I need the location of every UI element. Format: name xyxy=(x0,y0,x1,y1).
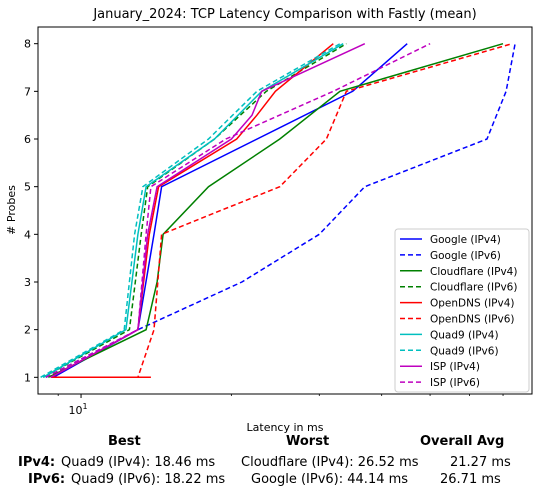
legend-label-google-ipv4: Google (IPv4) xyxy=(430,234,501,246)
legend-label-opendns-ipv6: OpenDNS (IPv6) xyxy=(430,314,515,326)
legend-frame xyxy=(394,228,530,393)
y-axis-label: # Probes xyxy=(5,185,18,235)
y-tick-label: 6 xyxy=(24,133,31,146)
y-tick-label: 1 xyxy=(24,371,31,384)
series-line-quad9-ipv4 xyxy=(42,43,344,378)
y-tick-label: 5 xyxy=(24,181,31,194)
legend-label-google-ipv6: Google (IPv6) xyxy=(430,250,501,262)
legend-label-quad9-ipv6: Quad9 (IPv6) xyxy=(430,345,499,357)
y-tick-label: 4 xyxy=(24,228,31,241)
legend-label-cloudflare-ipv4: Cloudflare (IPv4) xyxy=(430,266,517,278)
legend-label-isp-ipv4: ISP (IPv4) xyxy=(430,361,480,373)
chart-title: January_2024: TCP Latency Comparison wit… xyxy=(92,7,476,22)
series-line-opendns-ipv6 xyxy=(134,42,513,379)
legend-label-opendns-ipv4: OpenDNS (IPv4) xyxy=(430,298,515,310)
series-line-cloudflare-ipv4 xyxy=(47,42,504,378)
y-tick-label: 7 xyxy=(24,85,31,98)
legend-label-isp-ipv6: ISP (IPv6) xyxy=(430,377,480,389)
legend-label-cloudflare-ipv6: Cloudflare (IPv6) xyxy=(430,282,517,294)
legend: Google (IPv4) Google (IPv6) Cloudflare (IP… xyxy=(394,228,530,393)
series-line-quad9-ipv6 xyxy=(40,43,341,378)
x-tick-label: 101 xyxy=(68,402,87,417)
axes-frame xyxy=(37,26,533,395)
series-line-google-ipv4 xyxy=(52,43,408,378)
y-tick-label: 2 xyxy=(24,324,31,337)
series-line-isp-ipv6 xyxy=(45,43,431,378)
series-line-google-ipv6 xyxy=(45,43,516,378)
y-tick-label: 8 xyxy=(24,38,31,51)
series-line-cloudflare-ipv6 xyxy=(42,43,347,378)
legend-label-quad9-ipv4: Quad9 (IPv4) xyxy=(430,329,499,341)
y-tick-label: 3 xyxy=(24,276,31,289)
plot-area xyxy=(40,42,516,379)
x-axis-label: Latency in ms xyxy=(247,421,324,434)
series-line-isp-ipv4 xyxy=(50,43,366,378)
axis-ticks: 1 2 3 4 5 6 7 8 101 xyxy=(24,38,504,417)
series-line-opendns-ipv4 xyxy=(50,43,334,379)
